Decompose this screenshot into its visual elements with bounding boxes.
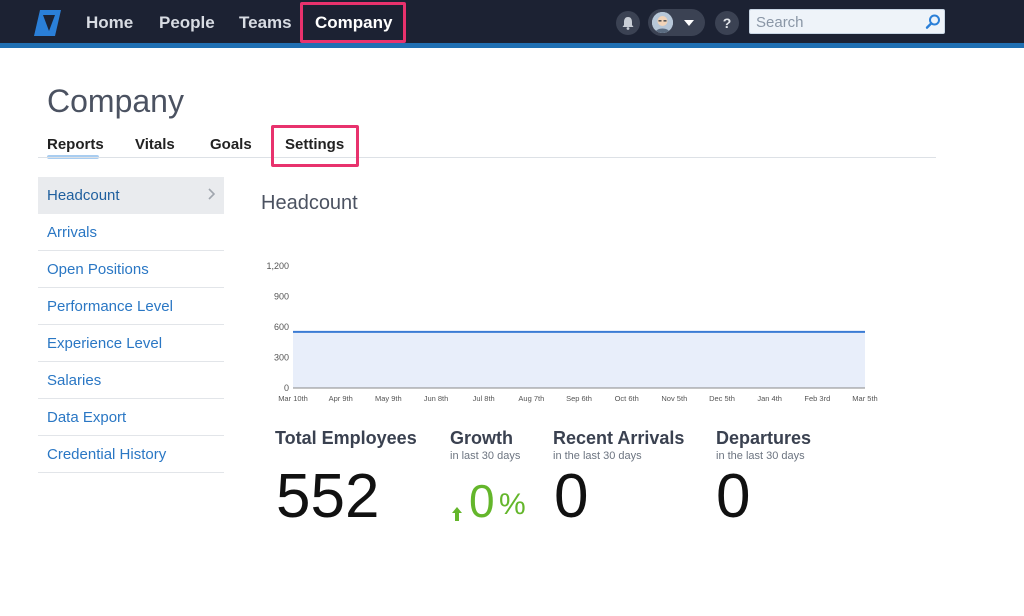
tabs-divider [38,157,936,158]
stat-departures: Departures in the last 30 days [716,428,811,462]
search-box[interactable] [749,9,945,34]
stat-growth: Growth in last 30 days [450,428,520,462]
sidebar-item-label: Credential History [47,446,167,463]
help-icon: ? [722,15,732,31]
x-tick-label: Oct 6th [615,394,639,403]
bell-icon [622,17,634,30]
sidebar-item-label: Arrivals [47,224,98,241]
search-input[interactable] [756,12,916,32]
top-nav-bar: Home People Teams Company ? [0,0,1024,48]
stat-title: Recent Arrivals [553,428,685,448]
departures-value: 0 [716,462,751,531]
company-logo[interactable] [31,8,65,38]
section-title: Headcount [261,192,358,214]
sidebar-item-label: Experience Level [47,335,163,352]
y-tick-label: 1,200 [266,261,289,271]
user-menu-button[interactable] [648,9,705,36]
sidebar-item-data-export[interactable]: Data Export [38,399,224,436]
series-area [293,331,865,388]
stat-title: Growth [450,428,513,448]
nav-teams[interactable]: Teams [239,13,292,32]
page-title: Company [47,83,184,119]
nav-home[interactable]: Home [86,13,134,32]
x-tick-label: Mar 5th [852,394,877,403]
y-tick-label: 600 [274,322,289,332]
stat-title: Total Employees [275,428,417,448]
headcount-chart: 0 300 600 900 1,200 Mar 10th Apr 9th May 9th Jun… [266,261,877,403]
sidebar-item-salaries[interactable]: Salaries [38,362,224,399]
x-tick-label: Dec 5th [709,394,735,403]
x-tick-label: Sep 6th [566,394,592,403]
nav-company-highlight [300,2,406,43]
x-tick-label: Jun 8th [424,394,449,403]
y-tick-label: 900 [274,292,289,302]
notifications-button[interactable] [616,11,640,35]
x-tick-label: May 9th [375,394,402,403]
stat-recent-arrivals: Recent Arrivals in the last 30 days [553,428,684,462]
sidebar-item-label: Open Positions [47,261,149,278]
stat-subtitle: in the last 30 days [553,450,642,462]
nav-accent-stripe [0,43,1024,48]
sidebar-item-label: Headcount [47,187,120,204]
sidebar-item-label: Performance Level [47,298,173,315]
x-tick-label: Jan 4th [757,394,782,403]
tab-settings-highlight [271,125,359,167]
tab-vitals[interactable]: Vitals [135,136,175,153]
tab-goals[interactable]: Goals [210,136,252,153]
chevron-right-icon [208,188,215,200]
sidebar-item-headcount[interactable]: Headcount [38,177,224,214]
tab-settings[interactable]: Settings [285,136,345,153]
sidebar-item-label: Data Export [47,409,127,426]
nav-company[interactable]: Company [315,13,393,32]
sidebar-item-performance-level[interactable]: Performance Level [38,288,224,325]
avatar [652,12,673,33]
stat-subtitle: in last 30 days [450,450,521,462]
user-face-icon [652,12,673,33]
search-icon[interactable] [924,13,942,31]
sidebar-item-open-positions[interactable]: Open Positions [38,251,224,288]
sidebar-item-label: Salaries [47,372,102,389]
nav-people[interactable]: People [159,13,215,32]
sidebar-item-experience-level[interactable]: Experience Level [38,325,224,362]
growth-unit: % [499,488,526,521]
chevron-down-icon [684,20,694,26]
growth-value: 0 [469,475,495,527]
tab-reports[interactable]: Reports [47,136,104,153]
arrow-up-icon [452,507,462,521]
recent-arrivals-value: 0 [554,462,589,531]
x-tick-label: Jul 8th [473,394,495,403]
x-tick-label: Feb 3rd [804,394,830,403]
sidebar-item-credential-history[interactable]: Credential History [38,436,224,473]
x-tick-label: Mar 10th [278,394,308,403]
help-button[interactable]: ? [715,11,739,35]
y-tick-label: 300 [274,353,289,363]
stat-subtitle: in the last 30 days [716,450,805,462]
x-tick-label: Aug 7th [518,394,544,403]
x-tick-label: Apr 9th [329,394,353,403]
sidebar-item-arrivals[interactable]: Arrivals [38,214,224,251]
total-employees-value: 552 [276,462,380,531]
y-tick-label: 0 [284,383,289,393]
reports-sidebar: Headcount Arrivals Open Positions Perfor… [38,177,224,473]
stat-total-employees: Total Employees [275,428,417,449]
stat-title: Departures [716,428,812,448]
x-tick-label: Nov 5th [661,394,687,403]
